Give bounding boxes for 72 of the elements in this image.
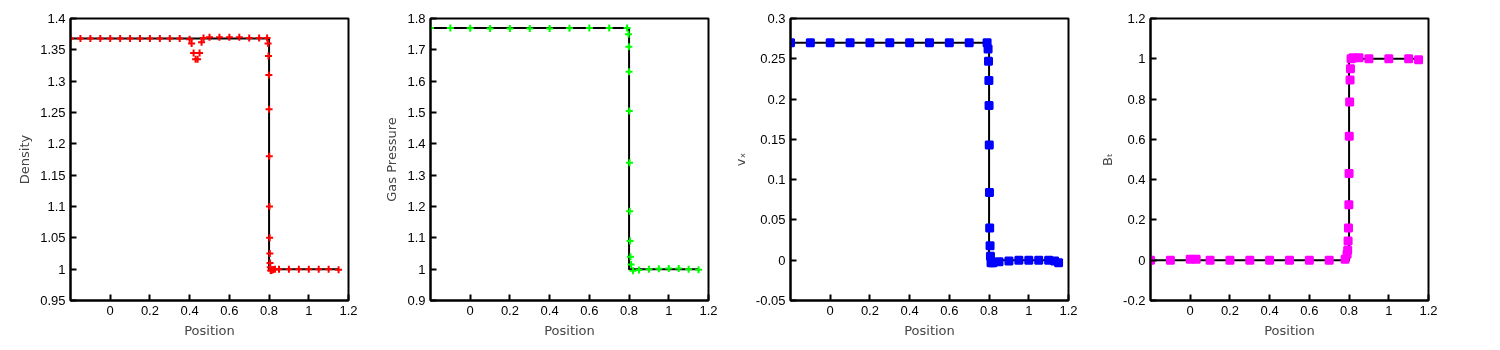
x-tick-label: 0.8 <box>1340 302 1359 318</box>
x-tick-label: 0 <box>826 302 834 318</box>
x-axis-title: Position <box>544 322 595 338</box>
x-axis-title: Position <box>904 322 955 338</box>
y-tick-label: 0.95 <box>40 293 66 308</box>
y-tick-label: 1.2 <box>47 136 66 152</box>
x-tick-label: 0 <box>1186 302 1194 318</box>
y-tick-label: 1.7 <box>407 42 426 58</box>
x-tick-label: 0.6 <box>220 302 239 318</box>
x-tick-label: 1 <box>305 302 313 318</box>
y-tick-label: 0.3 <box>767 11 786 26</box>
y-tick-label: -0.05 <box>755 293 786 308</box>
y-tick-label: 1.3 <box>407 167 426 183</box>
y-tick-label: 1.4 <box>47 11 66 26</box>
y-tick-label: 1.05 <box>40 230 66 246</box>
y-axis-title: Density <box>17 134 33 185</box>
x-tick-label: 1.2 <box>699 302 718 318</box>
x-axis-title: Position <box>1264 322 1315 338</box>
x-tick-label: 1 <box>1025 302 1033 318</box>
x-tick-label: 0.4 <box>900 302 919 318</box>
y-tick-label: 1.15 <box>40 167 66 183</box>
x-tick-label: 0 <box>106 302 114 318</box>
x-tick-label: 0.2 <box>140 302 159 318</box>
x-tick-label: 0.8 <box>620 302 639 318</box>
x-tick-label: 0.2 <box>860 302 879 318</box>
x-tick-label: 0.2 <box>1220 302 1239 318</box>
y-tick-label: 1.2 <box>1127 11 1146 26</box>
x-tick-label: 0.4 <box>180 302 199 318</box>
x-tick-label: 1.2 <box>339 302 358 318</box>
y-tick-label: 1.4 <box>407 136 426 152</box>
y-tick-label: 0.9 <box>407 293 426 308</box>
y-tick-label: 0.2 <box>767 91 786 107</box>
x-axis-title: Position <box>184 322 235 338</box>
y-tick-label: 1.3 <box>47 73 66 89</box>
y-tick-label: 1 <box>418 261 426 277</box>
x-tick-label: 1.2 <box>1059 302 1078 318</box>
y-tick-label: 0.15 <box>760 131 786 147</box>
x-tick-label: 0.6 <box>1300 302 1319 318</box>
x-tick-label: 1.2 <box>1419 302 1438 318</box>
x-tick-label: 0.8 <box>260 302 279 318</box>
y-tick-label: 1.2 <box>407 199 426 214</box>
y-tick-label: 0.1 <box>767 172 786 188</box>
y-tick-label: 1.1 <box>47 199 66 214</box>
x-tick-label: 0.4 <box>1260 302 1279 318</box>
y-tick-label: 0.25 <box>760 51 786 67</box>
y-axis-title: Gas Pressure <box>384 117 400 202</box>
y-axis-title: Bₜ <box>1100 152 1116 166</box>
x-tick-label: 0.6 <box>940 302 959 318</box>
x-tick-label: 1 <box>1385 302 1393 318</box>
x-tick-label: 0.8 <box>980 302 999 318</box>
y-tick-label: 0.8 <box>1127 91 1146 107</box>
y-axis-title: vₓ <box>732 152 748 167</box>
x-tick-label: 0.2 <box>500 302 519 318</box>
y-tick-label: 0 <box>1138 252 1146 268</box>
y-tick-label: -0.2 <box>1123 293 1146 308</box>
x-tick-label: 0.6 <box>580 302 599 318</box>
y-tick-label: 1.1 <box>407 230 426 246</box>
x-tick-label: 0 <box>466 302 474 318</box>
y-tick-label: 0.4 <box>1127 172 1146 188</box>
y-tick-label: 0 <box>778 252 786 268</box>
y-tick-label: 1.35 <box>40 42 66 58</box>
y-tick-label: 0.6 <box>1127 131 1146 147</box>
y-tick-label: 1 <box>1138 51 1146 67</box>
y-tick-label: 1 <box>58 261 66 277</box>
y-tick-label: 1.25 <box>40 105 66 120</box>
y-tick-label: 1.8 <box>407 11 426 26</box>
y-tick-label: 1.5 <box>407 105 426 120</box>
x-tick-label: 1 <box>665 302 673 318</box>
y-tick-label: 1.6 <box>407 73 426 89</box>
y-tick-label: 0.05 <box>760 212 786 228</box>
x-tick-label: 0.4 <box>540 302 559 318</box>
y-tick-label: 0.2 <box>1127 212 1146 228</box>
